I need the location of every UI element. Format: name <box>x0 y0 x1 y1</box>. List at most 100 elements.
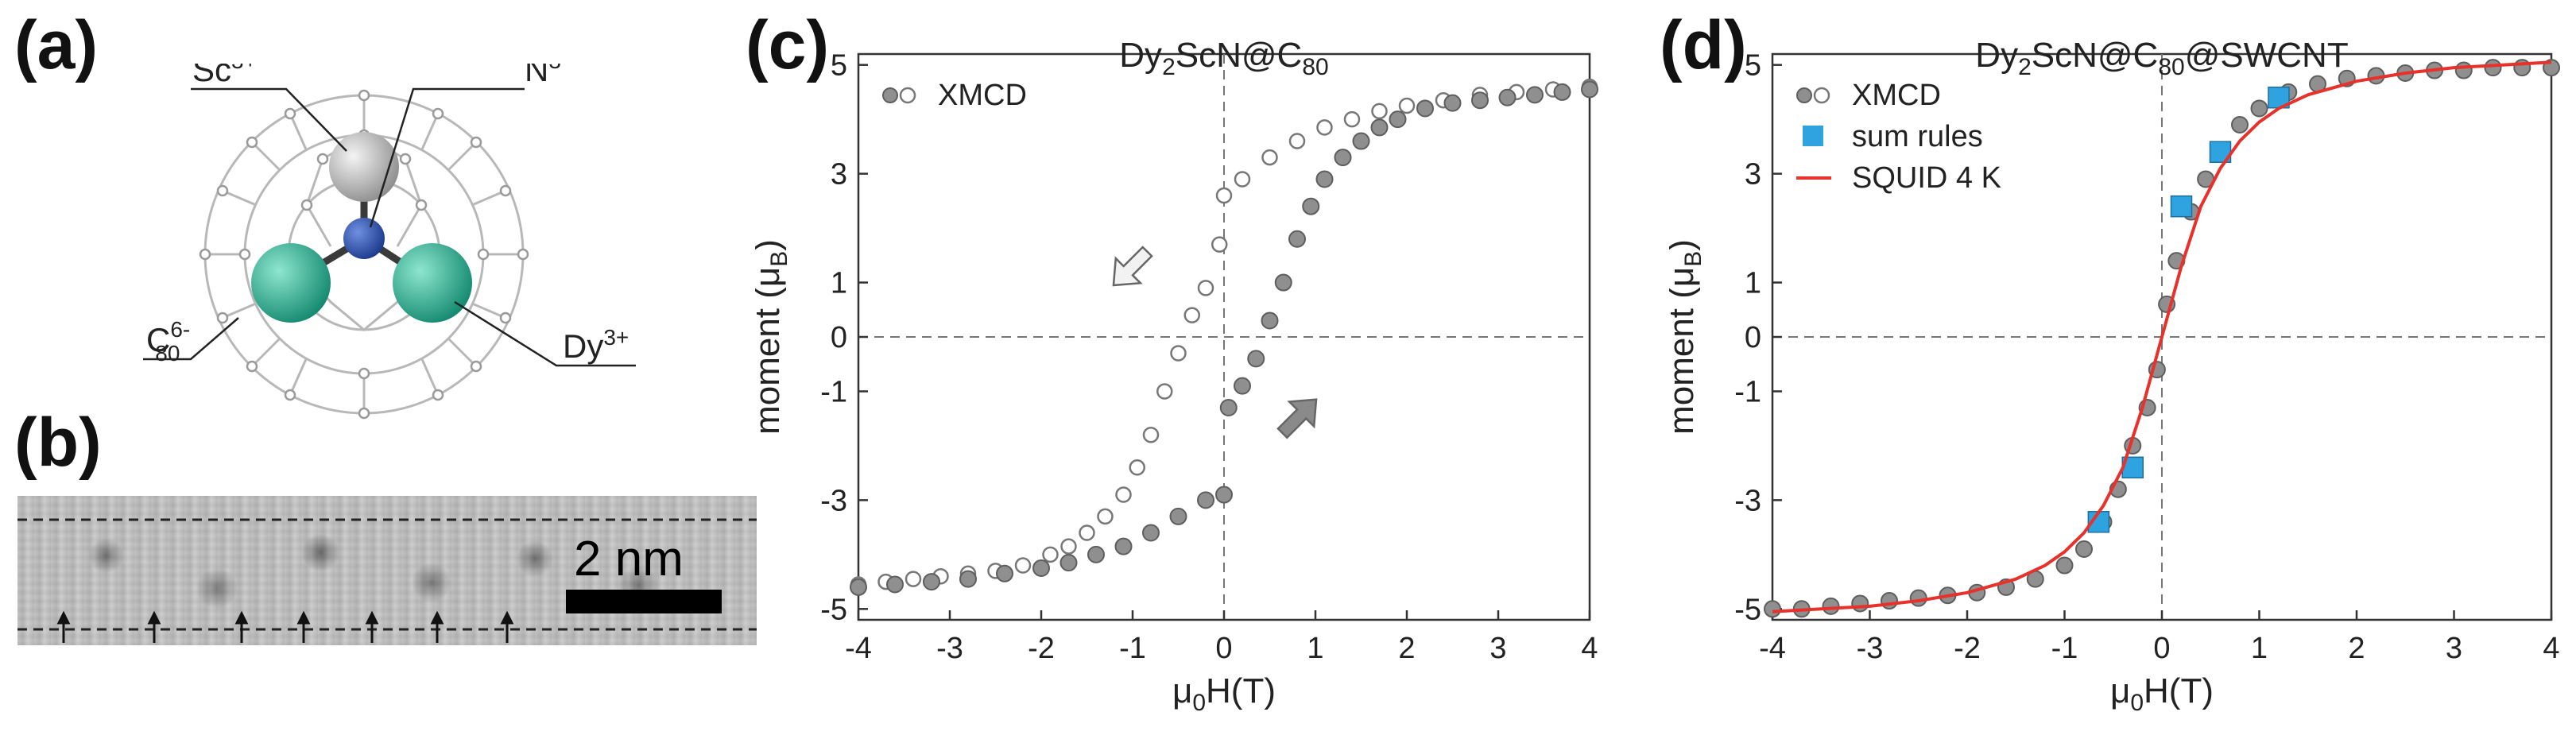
xmcd-point <box>905 571 922 587</box>
xmcd-point <box>1581 80 1598 99</box>
legend-label: sum rules <box>1852 120 1983 153</box>
label-leaders <box>143 87 636 367</box>
xmcd-point <box>1261 149 1278 166</box>
xmcd-point <box>1211 236 1228 253</box>
cage-atoms <box>199 89 529 420</box>
y-tick-label: 5 <box>831 49 847 83</box>
y-tick-label: 0 <box>831 321 847 354</box>
n-atom <box>343 218 385 259</box>
xmcd-point <box>959 570 977 588</box>
x-axis-label: μ0H(T) <box>1172 671 1276 716</box>
panel-label-c: (c) <box>746 7 830 83</box>
squid-curve <box>1772 60 2552 613</box>
xmcd-point <box>2454 61 2473 79</box>
sc-atom <box>329 132 399 202</box>
xmcd-point <box>1219 399 1238 416</box>
xmcd-point <box>1247 350 1265 368</box>
sum-rule-point <box>2170 195 2193 218</box>
y-tick-label: -5 <box>820 593 847 626</box>
y-axis-label: moment (μB) <box>1669 239 1706 435</box>
x-tick-label: -2 <box>1028 632 1055 665</box>
scale-bar <box>566 590 722 613</box>
xmcd-point <box>886 575 904 594</box>
y-tick-label: -1 <box>820 375 847 408</box>
xmcd-point <box>1370 118 1389 137</box>
xmcd-point <box>1014 557 1032 574</box>
y-tick-label: 3 <box>831 158 847 192</box>
x-tick-label: -3 <box>936 632 963 665</box>
xmcd-point <box>1234 377 1251 395</box>
xmcd-point <box>1215 486 1233 504</box>
xmcd-point <box>2231 116 2249 134</box>
x-tick-label: -4 <box>845 632 872 665</box>
scale-bar-label: 2 nm <box>574 532 684 586</box>
xmcd-point <box>1197 491 1214 509</box>
xmcd-point <box>1498 88 1517 106</box>
xmcd-point <box>1087 545 1105 563</box>
y-tick-label: 0 <box>1745 321 1761 354</box>
y-tick-label: 1 <box>831 267 847 300</box>
panel-label-a: (a) <box>14 7 99 83</box>
xmcd-point <box>1079 524 1095 541</box>
legend-label: XMCD <box>1852 79 1941 112</box>
chart-title: Dy2ScN@C80@SWCNT <box>1975 36 2348 80</box>
x-tick-label: 2 <box>2348 632 2365 665</box>
xmcd-point <box>923 573 940 591</box>
xmcd-point <box>1909 589 1927 607</box>
xmcd-point <box>1302 197 1320 215</box>
xmcd-point <box>1115 486 1132 503</box>
xmcd-point <box>996 564 1013 582</box>
xmcd-point <box>1215 187 1233 204</box>
x-tick-label: 0 <box>2153 632 2170 665</box>
x-tick-label: 3 <box>1489 632 1506 665</box>
x-tick-label: -4 <box>1759 632 1786 665</box>
x-tick-label: 1 <box>2251 632 2268 665</box>
x-tick-label: -2 <box>1954 632 1981 665</box>
xmcd-point <box>1042 546 1059 563</box>
molecule-diagram: Sc3+ N3- C6-80 Dy3+ <box>143 64 636 420</box>
x-tick-label: 4 <box>2543 632 2559 665</box>
xmcd-point <box>1142 426 1160 443</box>
y-tick-label: -3 <box>820 484 847 517</box>
y-tick-label: -1 <box>1734 375 1761 408</box>
xmcd-point <box>1352 132 1370 150</box>
xmcd-point <box>1316 119 1333 136</box>
x-tick-label: 2 <box>1398 632 1415 665</box>
xmcd-point <box>2075 540 2093 558</box>
xmcd-point <box>2484 59 2502 77</box>
y-tick-label: -3 <box>1734 484 1761 517</box>
xmcd-point <box>1059 554 1078 572</box>
xmcd-point <box>1371 103 1388 120</box>
tem-image: 2 nm <box>17 496 757 645</box>
xmcd-point <box>1416 99 1434 118</box>
x-tick-label: -3 <box>1857 632 1884 665</box>
xmcd-point <box>2250 99 2268 118</box>
xmcd-point <box>1526 86 1544 104</box>
xmcd-point <box>1274 273 1292 292</box>
xmcd-point <box>1443 94 1462 112</box>
dy-atom-right <box>393 243 472 323</box>
xmcd-point <box>1822 597 1840 615</box>
x-tick-label: 3 <box>2446 632 2462 665</box>
xmcd-point <box>1389 110 1407 129</box>
x-tick-label: 4 <box>1581 632 1598 665</box>
xmcd-point <box>1197 280 1214 296</box>
xmcd-point <box>1315 170 1334 188</box>
panel-label-b: (b) <box>14 404 102 481</box>
xmcd-point <box>1097 508 1114 525</box>
chart-title: Dy2ScN@C80 <box>1119 36 1328 80</box>
xmcd-point <box>1553 83 1571 101</box>
xmcd-point <box>1142 524 1160 542</box>
xmcd-point <box>1114 537 1133 555</box>
y-tick-label: 1 <box>1745 267 1761 300</box>
x-tick-label: -1 <box>2051 632 2078 665</box>
xmcd-point <box>1170 345 1187 362</box>
c80-label: C6-80 <box>146 317 190 366</box>
x-tick-label: -1 <box>1119 632 1146 665</box>
chart-c: -4 -3 -2 -1 0 1 2 3 4 -5 -3 -1 0 1 3 5 Dy2ScN@C80 μ0H(T) m… <box>755 36 1598 716</box>
xmcd-point <box>1183 307 1200 323</box>
arrow-shape <box>1276 398 1318 439</box>
legend-marker-filled <box>882 87 898 103</box>
xmcd-point <box>1234 171 1251 188</box>
y-tick-label: 5 <box>1745 49 1761 83</box>
